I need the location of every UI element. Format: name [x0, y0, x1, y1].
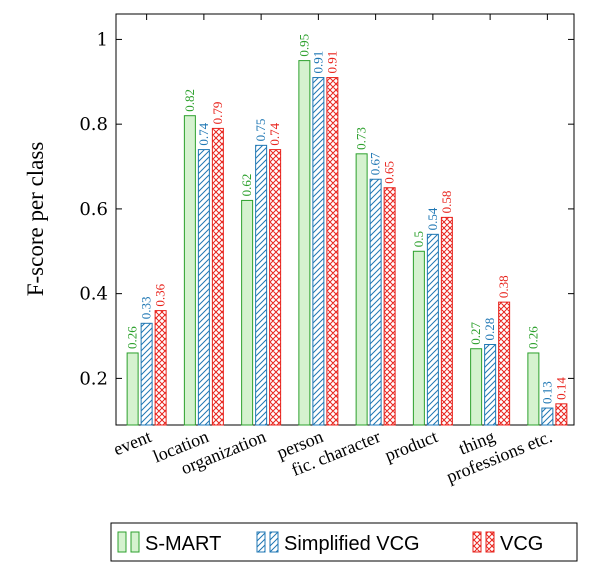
data-label: 0.58 [439, 191, 454, 214]
bar [440, 216, 453, 426]
data-label: 0.74 [267, 122, 282, 145]
data-label: 0.54 [425, 207, 440, 230]
bar [197, 149, 210, 426]
bar [555, 403, 568, 426]
bar [269, 149, 282, 426]
plot-frame [115, 13, 575, 426]
bar [298, 60, 311, 426]
data-label: 0.26 [125, 326, 140, 349]
bar [255, 144, 268, 426]
data-label: 0.74 [196, 122, 211, 145]
data-label: 0.79 [210, 102, 225, 125]
legend-swatch [485, 531, 495, 553]
data-label: 0.33 [139, 297, 154, 320]
legend-swatch [472, 531, 482, 553]
y-tick-label: 0.4 [79, 284, 108, 305]
data-label: 0.36 [153, 283, 168, 306]
data-label: 0.65 [382, 161, 397, 184]
bar [498, 301, 511, 426]
legend-swatch [130, 531, 140, 553]
y-axis-title: F-score per class [23, 142, 48, 297]
bar [140, 322, 153, 426]
y-tick-label: 1 [97, 29, 108, 50]
legend-label: Simplified VCG [284, 533, 420, 555]
data-label: 0.14 [553, 377, 568, 400]
data-label: 0.13 [539, 381, 554, 404]
bar [527, 352, 540, 426]
bar [470, 348, 483, 426]
legend-swatch [269, 531, 279, 553]
legend-label: VCG [500, 533, 543, 555]
bar [326, 77, 339, 426]
bar [369, 178, 382, 426]
data-label: 0.95 [296, 34, 311, 57]
data-label: 0.28 [482, 318, 497, 341]
bar [541, 407, 554, 426]
legend-swatch [117, 531, 127, 553]
x-tick-label: event [110, 426, 154, 459]
bar [426, 233, 439, 426]
data-label: 0.62 [239, 174, 254, 197]
bar [355, 153, 368, 426]
data-label: 0.67 [368, 152, 383, 175]
data-label: 0.91 [310, 51, 325, 74]
legend-label: S-MART [145, 533, 221, 555]
bar [383, 187, 396, 426]
y-tick-label: 0.2 [79, 368, 108, 389]
bar [484, 343, 497, 426]
bar [154, 310, 167, 426]
y-tick-label: 0.6 [79, 199, 108, 220]
bar [211, 127, 224, 426]
x-tick-label: professions etc. [444, 426, 555, 486]
plot-area: 0.20.40.60.810.260.330.360.820.740.790.6… [79, 13, 575, 426]
bar [241, 199, 254, 426]
y-tick-label: 0.8 [79, 114, 108, 135]
legend-box [110, 522, 578, 562]
data-label: 0.5 [411, 231, 426, 247]
x-tick-label: product [382, 426, 440, 465]
bar [312, 77, 325, 426]
legend-swatch [256, 531, 266, 553]
data-label: 0.26 [525, 326, 540, 349]
data-label: 0.82 [182, 89, 197, 112]
data-label: 0.38 [496, 275, 511, 298]
data-label: 0.73 [354, 127, 369, 150]
bar [412, 250, 425, 426]
data-label: 0.75 [253, 119, 268, 142]
data-label: 0.91 [324, 51, 339, 74]
legend: S-MART Simplified VCG VCG [110, 522, 578, 562]
bar [183, 115, 196, 426]
data-label: 0.27 [468, 321, 483, 344]
bar [126, 352, 139, 426]
